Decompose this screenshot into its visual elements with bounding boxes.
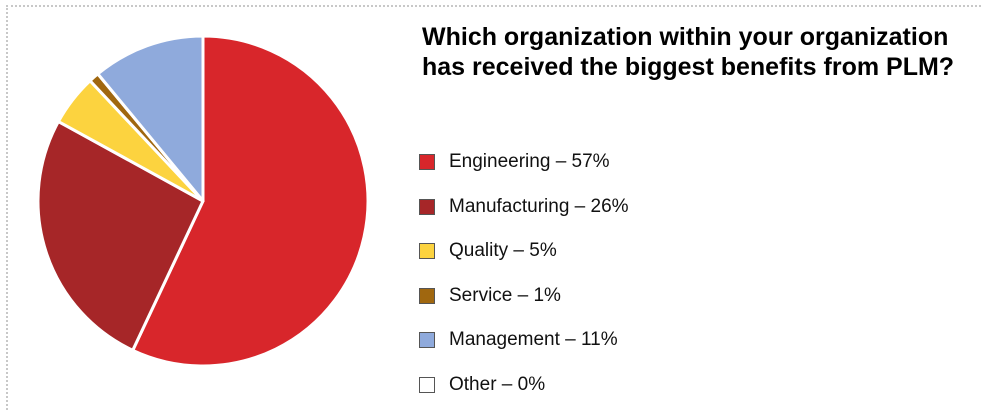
legend-item-management: Management – 11% [419,318,629,363]
legend-label-management: Management – 11% [449,329,618,351]
legend-swatch-quality [419,243,435,260]
legend-swatch-service [419,287,435,304]
legend-label-quality: Quality – 5% [449,240,557,262]
chart-title: Which organization within your organizat… [422,23,955,81]
legend-item-engineering: Engineering – 57% [419,140,629,185]
legend-label-engineering: Engineering – 57% [449,151,610,173]
legend-label-manufacturing: Manufacturing – 26% [449,195,629,217]
legend-swatch-other [419,376,435,393]
chart-frame [6,5,981,410]
legend-swatch-engineering [419,154,435,171]
pie-chart [36,34,370,368]
legend-swatch-manufacturing [419,198,435,215]
legend-label-service: Service – 1% [449,284,561,306]
legend-item-other: Other – 0% [419,363,629,408]
legend-item-quality: Quality – 5% [419,229,629,274]
pie-slice-management [96,34,205,203]
legend: Engineering – 57% Manufacturing – 26% Qu… [419,140,629,407]
legend-item-service: Service – 1% [419,274,629,319]
pie-slice-engineering [131,34,370,368]
legend-item-manufacturing: Manufacturing – 26% [419,185,629,230]
legend-label-other: Other – 0% [449,373,546,395]
legend-swatch-management [419,332,435,349]
